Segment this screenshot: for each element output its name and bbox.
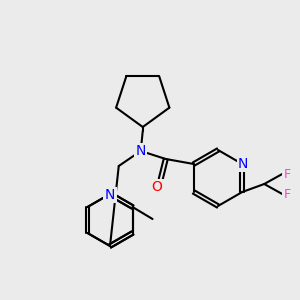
Text: N: N bbox=[136, 144, 146, 158]
Text: F: F bbox=[284, 167, 291, 181]
Text: O: O bbox=[151, 180, 162, 194]
Text: N: N bbox=[238, 157, 248, 171]
Text: N: N bbox=[136, 144, 146, 158]
Text: N: N bbox=[105, 188, 115, 202]
Text: F: F bbox=[284, 188, 291, 200]
Text: N: N bbox=[105, 188, 115, 202]
Text: N: N bbox=[238, 157, 248, 171]
Text: F: F bbox=[284, 167, 291, 181]
Text: O: O bbox=[151, 180, 162, 194]
Text: F: F bbox=[284, 188, 291, 200]
